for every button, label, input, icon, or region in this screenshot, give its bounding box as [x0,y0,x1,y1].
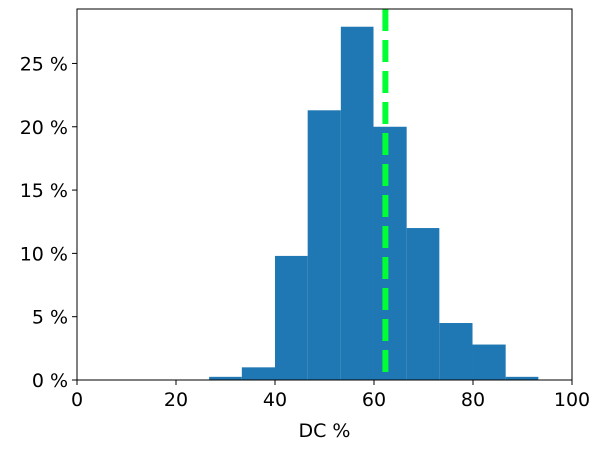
y-tick-label-5: 25 % [20,53,68,75]
histogram-bar-7 [439,323,473,380]
x-axis-title: DC % [299,420,351,442]
x-axis: 0 20 40 60 80 100 [71,380,590,411]
x-tick-label-0: 0 [71,389,83,411]
y-axis: 0 % 5 % 10 % 15 % 20 % 25 % [20,53,77,392]
histogram-bar-8 [472,344,506,380]
histogram-bars [209,26,539,381]
y-tick-label-2: 10 % [20,243,68,265]
histogram-bar-2 [275,255,308,380]
y-tick-label-3: 15 % [20,180,68,202]
x-tick-label-5: 100 [554,389,590,411]
histogram-bar-0 [209,376,242,380]
histogram-bar-5 [373,126,407,380]
histogram-bar-3 [307,110,341,380]
y-tick-label-4: 20 % [20,117,68,139]
x-tick-label-3: 60 [362,389,386,411]
x-tick-label-2: 40 [263,389,287,411]
histogram-bar-9 [505,376,539,380]
histogram-bar-6 [406,228,440,380]
x-tick-label-1: 20 [164,389,188,411]
plot-frame [76,8,573,381]
y-tick-label-0: 0 % [32,370,68,392]
y-tick-label-1: 5 % [32,307,68,329]
x-tick-label-4: 80 [461,389,485,411]
histogram-bar-1 [241,367,275,380]
histogram-bar-4 [340,26,374,381]
